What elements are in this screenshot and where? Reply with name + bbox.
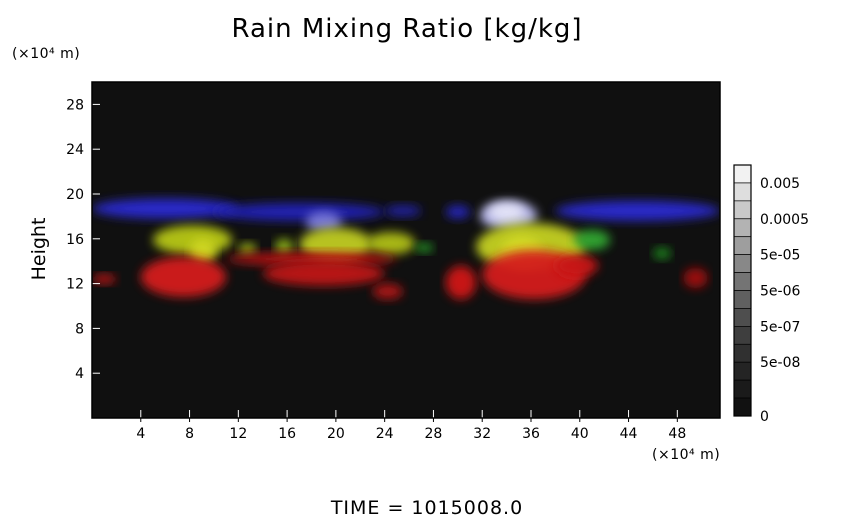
- colorbar-swatch: [733, 361, 752, 381]
- chart-title: Rain Mixing Ratio [kg/kg]: [231, 14, 583, 44]
- field-patch: [238, 243, 257, 255]
- colorbar-swatch: [733, 290, 752, 309]
- colorbar-frame: [733, 164, 752, 417]
- field-patch: [92, 274, 117, 284]
- colorbar-swatch: [733, 182, 752, 202]
- colorbar-swatch: [733, 326, 752, 345]
- colorbar-swatch: [733, 379, 752, 399]
- field-patch: [366, 232, 416, 255]
- colorbar-label: 5e-07: [760, 319, 800, 335]
- field-patch: [573, 229, 611, 250]
- field-patch: [262, 261, 385, 286]
- colorbar: 0.005 0.0005 5e-05 5e-06 5e-07 5e-08 0: [733, 164, 809, 425]
- y-tick-label: 28: [66, 97, 84, 113]
- field-patch: [384, 205, 422, 217]
- colorbar-label: 5e-05: [760, 248, 800, 264]
- field-layer: [92, 198, 720, 300]
- x-tick-label: 8: [185, 426, 194, 442]
- y-axis-unit: (×10⁴ m): [12, 46, 81, 62]
- y-tick-label: 8: [75, 321, 84, 337]
- y-tick-label: 4: [75, 366, 84, 382]
- x-tick-label: 4: [136, 426, 145, 442]
- field-patch: [555, 200, 720, 221]
- colorbar-swatch: [733, 254, 752, 273]
- colorbar-swatch: [733, 343, 752, 363]
- colorbar-swatch: [733, 308, 752, 327]
- colorbar-swatch: [733, 236, 752, 255]
- y-tick-label: 24: [66, 142, 84, 158]
- x-tick-label: 48: [668, 426, 686, 442]
- colorbar-swatch: [733, 164, 752, 184]
- field-patch: [555, 254, 599, 277]
- y-tick-label: 12: [66, 277, 84, 293]
- colorbar-swatch: [733, 272, 752, 291]
- field-patch: [189, 238, 217, 264]
- field-patch: [683, 267, 708, 289]
- plot-frame: [91, 81, 721, 419]
- y-tick-label: 16: [66, 232, 84, 248]
- field-patch: [92, 198, 239, 219]
- colorbar-label: 5e-08: [760, 355, 800, 371]
- colorbar-swatch: [733, 397, 752, 417]
- field-patch: [445, 265, 477, 300]
- x-tick-label: 24: [376, 426, 394, 442]
- colorbar-swatch: [733, 200, 752, 220]
- field-patch: [372, 283, 403, 300]
- field-patch: [213, 202, 385, 221]
- field-patch: [488, 202, 525, 221]
- field-patch: [445, 205, 471, 219]
- colorbar-swatch: [733, 218, 752, 238]
- x-tick-label: 28: [425, 426, 443, 442]
- x-tick-label: 12: [229, 426, 247, 442]
- time-label: TIME = 1015008.0: [330, 497, 524, 519]
- field-patch: [305, 211, 342, 233]
- x-tick-label: 44: [620, 426, 638, 442]
- x-tick-label: 40: [571, 426, 589, 442]
- x-tick-label: 36: [522, 426, 540, 442]
- field-patch: [652, 247, 672, 259]
- field-patch: [140, 256, 227, 298]
- x-tick-label: 20: [327, 426, 345, 442]
- colorbar-label: 0.0005: [760, 212, 809, 228]
- colorbar-label: 0.005: [760, 176, 800, 192]
- x-axis-unit: (×10⁴ m): [652, 447, 721, 463]
- field-patch: [415, 243, 434, 253]
- x-tick-label: 16: [278, 426, 296, 442]
- field-patch: [274, 238, 294, 255]
- y-tick-label: 20: [66, 187, 84, 203]
- x-tick-label: 32: [473, 426, 491, 442]
- colorbar-label: 0: [760, 409, 769, 425]
- field-patch: [226, 252, 397, 266]
- colorbar-label: 5e-06: [760, 284, 800, 300]
